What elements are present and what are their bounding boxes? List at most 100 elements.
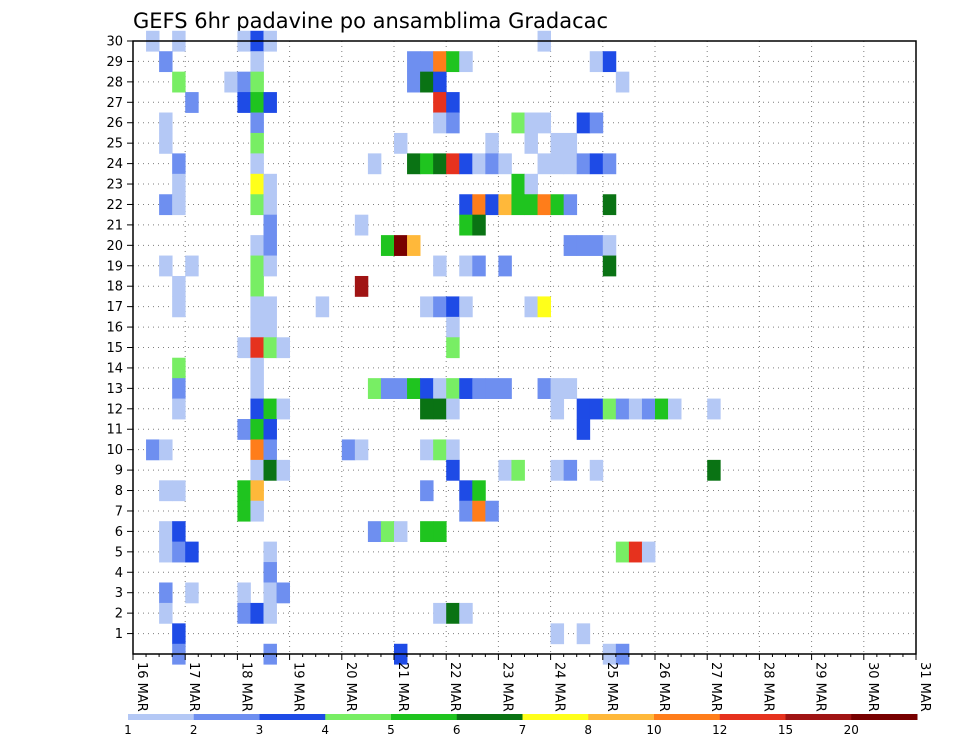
heatmap-cell (159, 602, 173, 624)
heatmap-cell (263, 582, 277, 604)
heatmap-cell (446, 92, 460, 113)
heatmap-cell (707, 459, 721, 481)
heatmap-cell (263, 419, 277, 440)
heatmap-cell (263, 459, 277, 481)
heatmap-cell (433, 92, 447, 113)
y-tick-label: 14 (106, 361, 123, 376)
heatmap-cell (550, 398, 565, 420)
heatmap-cell (237, 337, 251, 359)
heatmap-cell (172, 521, 186, 543)
x-tick-label: 24 MAR (552, 662, 567, 712)
color-legend: 1 2 3 4 5 6 7 8 10 12 15 20 (124, 714, 918, 737)
heatmap-cell (433, 51, 447, 73)
heatmap-cell (472, 214, 486, 236)
heatmap-cell (172, 357, 186, 379)
heatmap-cell (563, 153, 578, 175)
heatmap-cell (485, 194, 499, 216)
heatmap-cell (250, 153, 264, 175)
y-tick-label: 26 (106, 116, 123, 131)
heatmap-cell (485, 153, 499, 175)
heatmap-cell (159, 194, 173, 216)
y-tick-label: 27 (106, 96, 123, 111)
heatmap-cell (250, 112, 264, 134)
heatmap-cell (472, 480, 486, 502)
legend-label: 2 (190, 723, 198, 737)
heatmap-cell (511, 194, 525, 216)
heatmap-cell (576, 235, 591, 256)
heatmap-cell (420, 296, 434, 318)
heatmap-cell (459, 51, 473, 73)
heatmap-cell (250, 255, 264, 277)
heatmap-cell (602, 235, 617, 256)
y-tick-label: 10 (106, 443, 123, 458)
heatmap-cell (615, 398, 630, 420)
x-tick-label: 20 MAR (343, 662, 358, 712)
heatmap-cell (159, 51, 173, 73)
legend-label: 8 (584, 723, 592, 737)
heatmap-cell (550, 132, 565, 154)
heatmap-cell (380, 235, 395, 256)
x-tick-label: 23 MAR (499, 662, 514, 712)
heatmap-cell (498, 194, 512, 216)
heatmap-cell (446, 296, 460, 318)
heatmap-cell (485, 500, 499, 522)
heatmap-cell (459, 480, 473, 502)
heatmap-cell (446, 337, 460, 359)
legend-swatch (522, 714, 589, 720)
heatmap-cell (263, 173, 277, 195)
heatmap-cell (250, 480, 264, 502)
y-tick-label: 13 (106, 382, 123, 397)
heatmap-cell (315, 296, 330, 318)
y-tick-label: 30 (106, 35, 123, 50)
heatmap-cell (446, 602, 460, 624)
heatmap-cell (459, 194, 473, 216)
heatmap-cell (485, 132, 499, 154)
y-tick-label: 23 (106, 178, 123, 193)
legend-label: 5 (387, 723, 395, 737)
heatmap-cell (433, 255, 447, 277)
heatmap-cell (472, 194, 486, 216)
heatmap-cell (472, 153, 486, 175)
heatmap-cell (354, 214, 369, 236)
heatmap-cell (172, 153, 186, 175)
x-tick-label: 22 MAR (447, 662, 462, 712)
heatmap-cell (354, 275, 369, 297)
heatmap-cell (250, 419, 264, 440)
heatmap-cell (524, 173, 538, 195)
heatmap-cell (707, 398, 721, 420)
y-axis: 1234567891011121314151617181920212223242… (106, 35, 133, 642)
heatmap-cell (563, 194, 578, 216)
heatmap-cell (250, 92, 264, 113)
heatmap-cell (550, 459, 565, 481)
heatmap-cell (250, 439, 264, 461)
heatmap-cell (498, 378, 512, 399)
heatmap-cell (263, 194, 277, 216)
heatmap-cell (172, 71, 186, 93)
heatmap-cell (433, 602, 447, 624)
legend-label: 1 (124, 723, 132, 737)
legend-swatch (456, 714, 523, 720)
x-tick-label: 31 MAR (917, 662, 932, 712)
heatmap-cell (250, 378, 264, 399)
heatmap-cell (459, 214, 473, 236)
heatmap-cell (380, 521, 395, 543)
legend-swatch (193, 714, 260, 720)
heatmap-cell (576, 153, 591, 175)
legend-swatch (654, 714, 721, 720)
heatmap-cell (420, 480, 434, 502)
heatmap-cell (172, 275, 186, 297)
heatmap-cell (341, 439, 356, 461)
x-tick-label: 26 MAR (656, 662, 671, 712)
heatmap-cell (185, 541, 199, 563)
legend-swatch (851, 714, 918, 720)
heatmap-cell (550, 194, 565, 216)
y-tick-label: 7 (115, 504, 123, 519)
y-tick-label: 29 (106, 55, 123, 70)
legend-label: 15 (778, 723, 793, 737)
heatmap-cell (250, 71, 264, 93)
legend-swatch (259, 714, 326, 720)
heatmap-cell (498, 153, 512, 175)
heatmap-cell (420, 439, 434, 461)
y-tick-label: 12 (106, 402, 123, 417)
